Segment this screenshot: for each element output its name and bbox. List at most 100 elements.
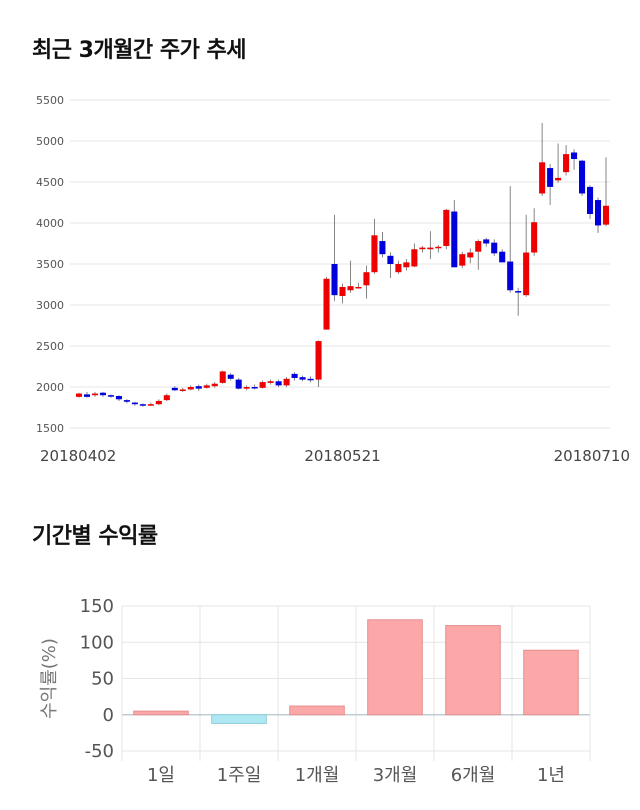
y-tick-label: 150 — [80, 596, 114, 617]
x-tick-label: 3개월 — [373, 765, 418, 786]
candle-body — [419, 247, 426, 250]
y-tick-label: 5000 — [36, 135, 64, 148]
return-bar — [133, 710, 189, 716]
x-tick-label: 20180402 — [40, 447, 116, 465]
y-tick-label: 50 — [91, 669, 114, 690]
candlestick-chart: 1500 2000 2500 3000 3500 4000 4500 5000 5500 2018… — [36, 94, 630, 465]
candle-body — [203, 385, 210, 388]
candle-body — [179, 389, 186, 391]
candle-body — [387, 255, 394, 264]
candle-body — [523, 252, 530, 296]
candle-body — [107, 395, 114, 397]
y-tick-label: 1500 — [36, 422, 64, 435]
candle-body — [379, 241, 386, 255]
y-tick-label: 0 — [103, 705, 114, 726]
y-tick-label: 5500 — [36, 94, 64, 107]
candle-body — [459, 254, 466, 266]
return-bar — [367, 619, 423, 716]
candle-body — [259, 382, 266, 388]
candle-body — [395, 264, 402, 273]
candle-body — [299, 377, 306, 380]
y-tick-label: 2500 — [36, 340, 64, 353]
candle-body — [283, 378, 290, 386]
candle-body — [467, 252, 474, 258]
candle-body — [163, 395, 170, 401]
candle-body — [435, 246, 442, 249]
candle-body — [579, 160, 586, 194]
return-bar — [211, 714, 267, 724]
candle-body — [291, 373, 298, 378]
candle-body — [195, 386, 202, 389]
candle-body — [427, 247, 434, 250]
candle-body — [99, 392, 106, 396]
x-tick-label: 20180710 — [554, 447, 630, 465]
candle-body — [307, 378, 314, 381]
candle-body — [355, 286, 362, 289]
candle-body — [123, 400, 130, 402]
y-tick-label: 4000 — [36, 217, 64, 230]
return-bar — [445, 625, 501, 716]
candle-body — [227, 374, 234, 379]
candle-body — [211, 383, 218, 387]
candle-body — [155, 400, 162, 405]
candle-body — [491, 242, 498, 254]
x-tick-label: 20180521 — [304, 447, 380, 465]
candle-body — [555, 177, 562, 181]
y-tick-label: 3000 — [36, 299, 64, 312]
candle-body — [219, 371, 226, 383]
candle-body — [147, 404, 154, 406]
candle-body — [171, 387, 178, 391]
candle-body — [131, 402, 138, 405]
candle-body — [339, 286, 346, 296]
candle-body — [243, 387, 250, 389]
candle-body — [267, 381, 274, 383]
x-tick-label: 1주일 — [217, 765, 262, 786]
stock-trend-title: 최근 3개월간 주가 추세 — [32, 38, 246, 63]
candle-body — [275, 381, 282, 386]
y-tick-label: 100 — [80, 632, 114, 653]
candle-body — [115, 396, 122, 400]
candle-body — [347, 286, 354, 291]
candle-body — [594, 200, 602, 226]
candle-body — [507, 261, 514, 291]
candle-body — [331, 264, 338, 296]
y-tick-label: -50 — [85, 741, 114, 762]
candle-body — [91, 393, 98, 396]
candle-body — [571, 152, 578, 160]
candle-body — [139, 404, 146, 406]
x-tick-label: 1년 — [537, 765, 565, 786]
candle-body — [371, 235, 378, 273]
candle-body — [323, 278, 330, 330]
candle-body — [363, 272, 370, 286]
candle-body — [443, 209, 450, 246]
candle-body — [187, 387, 194, 390]
candle-body — [531, 222, 538, 253]
candle-body — [515, 291, 522, 293]
candle-body — [539, 162, 546, 194]
return-bar — [289, 705, 345, 716]
candle-body — [251, 387, 258, 389]
x-tick-label: 1일 — [147, 765, 175, 786]
candle-body — [451, 211, 458, 268]
candle-body — [403, 262, 410, 268]
y-tick-label: 4500 — [36, 176, 64, 189]
candle-body — [411, 249, 418, 267]
x-tick-label: 6개월 — [451, 765, 496, 786]
period-return-title: 기간별 수익률 — [32, 524, 158, 549]
y-axis-label: 수익률(%) — [39, 638, 60, 719]
candle-body — [563, 154, 570, 173]
candle-body — [587, 186, 594, 214]
y-tick-label: 3500 — [36, 258, 64, 271]
candle-body — [235, 379, 242, 389]
y-tick-label: 2000 — [36, 381, 64, 394]
candle-body — [83, 394, 91, 397]
candle-body — [547, 168, 554, 187]
candle-body — [315, 341, 322, 380]
candle-body — [475, 241, 482, 252]
return-bar — [523, 649, 579, 716]
candle-body — [483, 239, 490, 244]
candle-body — [602, 205, 610, 225]
candle-body — [499, 251, 506, 263]
x-tick-label: 1개월 — [295, 765, 340, 786]
